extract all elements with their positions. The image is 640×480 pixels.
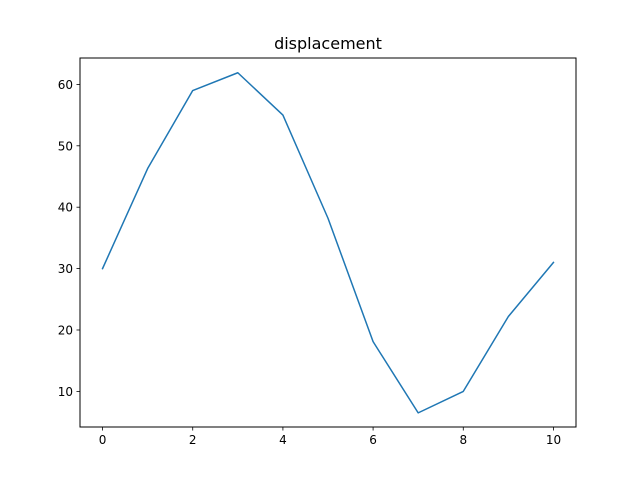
x-tick-label: 4 bbox=[279, 433, 287, 447]
plot-frame bbox=[79, 57, 577, 428]
x-axis: 0 2 4 6 8 10 bbox=[99, 427, 561, 447]
y-tick-label: 20 bbox=[58, 323, 73, 337]
plot-area bbox=[101, 71, 555, 414]
x-tick-label: 8 bbox=[459, 433, 467, 447]
y-tick-label: 40 bbox=[58, 201, 73, 215]
y-tick-label: 50 bbox=[58, 139, 73, 153]
x-tick-label: 0 bbox=[99, 433, 107, 447]
y-axis: 10 20 30 40 50 60 bbox=[58, 78, 80, 399]
y-tick-label: 60 bbox=[58, 78, 73, 92]
x-tick-label: 10 bbox=[546, 433, 561, 447]
chart-title: displacement bbox=[274, 34, 382, 53]
x-tick-label: 2 bbox=[189, 433, 197, 447]
x-tick-label: 6 bbox=[369, 433, 377, 447]
series-line-0 bbox=[101, 71, 555, 414]
y-tick-label: 30 bbox=[58, 262, 73, 276]
y-tick-label: 10 bbox=[58, 385, 73, 399]
